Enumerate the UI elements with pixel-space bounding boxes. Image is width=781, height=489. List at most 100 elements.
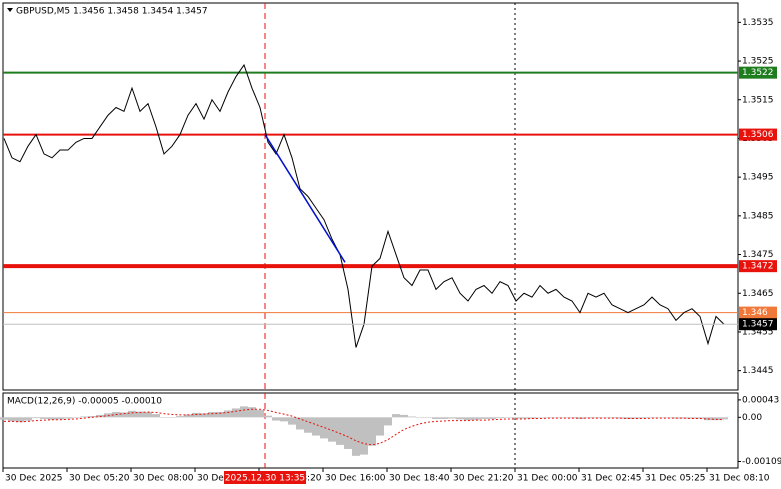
level-label: 1.3506: [742, 130, 774, 140]
y-tick-label: 1.3445: [742, 366, 774, 376]
macd-bar: [8, 417, 16, 422]
macd-bar: [184, 414, 192, 418]
macd-bar: [192, 412, 200, 418]
macd-bar: [168, 417, 176, 418]
last-price-box: [739, 318, 777, 331]
level-label-box: [739, 128, 777, 141]
macd-bar: [320, 417, 328, 439]
macd-bar: [136, 411, 144, 418]
level-label-box: [739, 260, 777, 273]
macd-bar: [40, 417, 48, 419]
macd-bar: [152, 414, 160, 418]
macd-bar: [488, 417, 496, 419]
x-tick-label: 31 Dec 02:45: [581, 474, 642, 484]
level-label: 1.346: [742, 308, 768, 318]
macd-bar: [520, 417, 528, 419]
macd-bar: [392, 414, 400, 418]
cursor-label-box: [224, 471, 306, 484]
macd-bar: [536, 417, 544, 418]
macd-bar: [408, 416, 416, 418]
macd-bar: [48, 417, 56, 420]
macd-bar: [200, 413, 208, 418]
level-label-box: [739, 66, 777, 79]
last-price-label: 1.3457: [742, 320, 774, 330]
y-tick-label: 1.3475: [742, 250, 774, 260]
menu-icon: [7, 8, 13, 12]
macd-bar: [640, 417, 648, 419]
macd-bar: [656, 417, 664, 418]
macd-bar: [480, 417, 488, 419]
macd-bar: [472, 417, 480, 420]
macd-bar: [16, 417, 24, 423]
macd-panel: [2, 392, 739, 469]
macd-bar: [456, 417, 464, 420]
macd-bar: [88, 416, 96, 418]
x-tick-label: 31 Dec 05:25: [645, 474, 706, 484]
macd-bar: [648, 417, 656, 418]
macd-bar: [120, 412, 128, 418]
macd-bar: [240, 406, 248, 418]
macd-bar: [544, 417, 552, 418]
macd-bar: [448, 417, 456, 419]
cursor-label: 2025.12.30 13:35: [225, 474, 305, 484]
macd-bar: [176, 416, 184, 418]
y-tick-label: 0.00043: [742, 395, 779, 405]
macd-bar: [512, 417, 520, 419]
macd-bar: [232, 408, 240, 418]
macd-bar: [272, 417, 280, 421]
y-tick-label: -0.00109: [742, 457, 781, 467]
x-tick-label: 30 Dec 16:00: [325, 474, 386, 484]
x-tick-label: 31 Dec 00:00: [517, 474, 578, 484]
y-tick-label: 1.3485: [742, 211, 774, 221]
y-tick-label: 1.3535: [742, 18, 774, 28]
macd-bar: [360, 417, 368, 455]
macd-bar: [224, 410, 232, 418]
macd-bar: [400, 414, 408, 418]
y-tick-label: 1.3515: [742, 95, 774, 105]
macd-bar: [464, 417, 472, 421]
macd-bar: [600, 417, 608, 418]
macd-bar: [256, 410, 264, 418]
macd-bar: [712, 417, 720, 421]
macd-bar: [560, 417, 568, 418]
macd-bar: [24, 417, 32, 421]
panel-title: MACD(12,26,9) -0.00005 -0.00010: [7, 397, 162, 407]
macd-bar: [664, 417, 672, 418]
macd-bar: [0, 417, 8, 420]
macd-bar: [720, 417, 728, 420]
macd-bar: [440, 417, 448, 419]
macd-bar: [352, 417, 360, 456]
macd-bar: [248, 407, 256, 418]
macd-bar: [80, 416, 88, 418]
macd-bar: [144, 412, 152, 418]
macd-bar: [504, 417, 512, 418]
x-tick-label: 30 Dec 08:00: [133, 474, 194, 484]
macd-bar: [368, 417, 376, 446]
y-tick-label: 1.3455: [742, 327, 774, 337]
macd-bar: [304, 417, 312, 433]
macd-bar: [344, 417, 352, 449]
macd-bar: [496, 417, 504, 419]
x-tick-label: 30 Dec 18:40: [389, 474, 450, 484]
y-tick-label: 0.00: [742, 413, 762, 423]
macd-bar: [72, 417, 80, 418]
macd-bar: [312, 417, 320, 436]
x-tick-label: 30 Dec 2025: [5, 474, 63, 484]
macd-bar: [296, 417, 304, 430]
main-panel: [2, 2, 739, 391]
macd-bar: [424, 417, 432, 418]
signal-line: [4, 408, 725, 446]
macd-bar: [128, 410, 136, 418]
macd-bar: [280, 417, 288, 422]
level-label: 1.3522: [742, 68, 774, 78]
macd-bar: [32, 417, 40, 419]
macd-bar: [696, 417, 704, 419]
y-tick-label: 1.3465: [742, 289, 774, 299]
macd-bar: [376, 417, 384, 436]
panel-title: GBPUSD,M5 1.3456 1.3458 1.3454 1.3457: [16, 7, 208, 17]
macd-bar: [288, 417, 296, 425]
x-tick-label: 30 Dec 05:20: [69, 474, 130, 484]
